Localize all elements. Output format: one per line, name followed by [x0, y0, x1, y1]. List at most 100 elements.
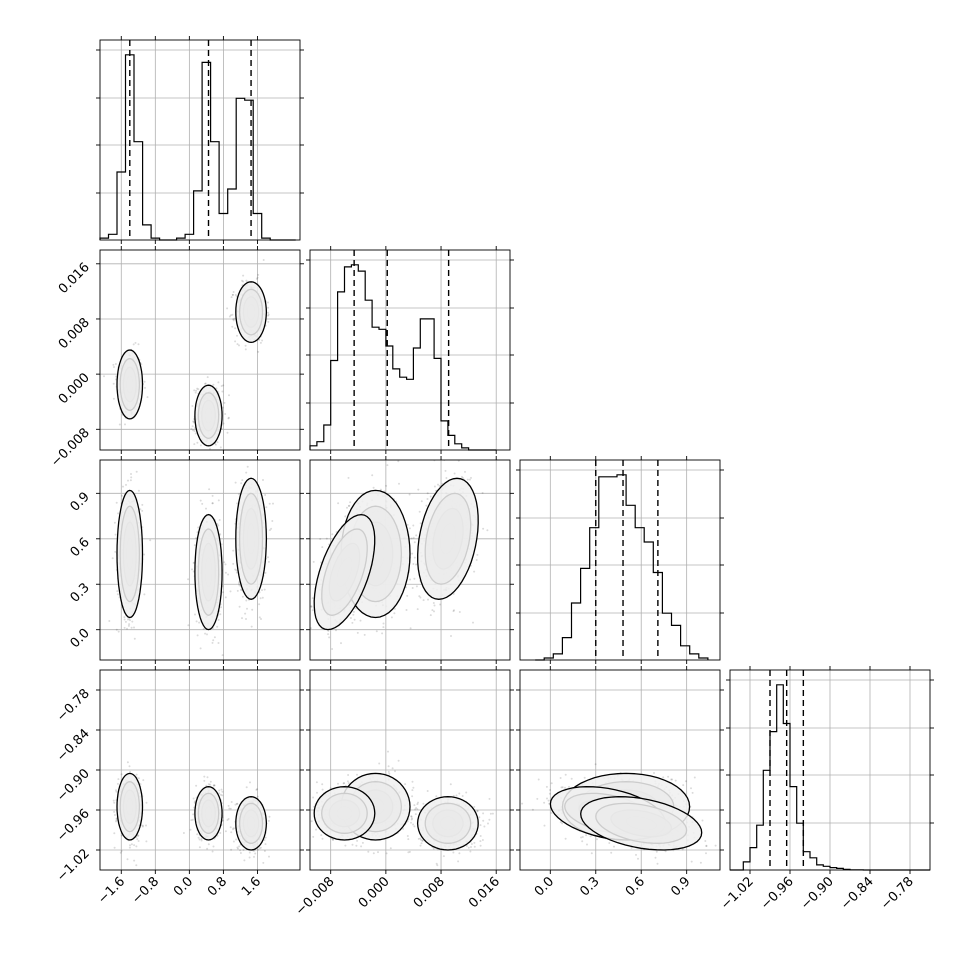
- sample-point: [142, 779, 145, 782]
- sample-point: [241, 479, 244, 482]
- sample-point: [227, 416, 230, 419]
- sample-point: [453, 472, 456, 475]
- sample-point: [385, 484, 388, 487]
- sample-point: [250, 625, 253, 628]
- sample-point: [236, 802, 239, 805]
- sample-point: [182, 832, 185, 834]
- sample-point: [117, 630, 120, 633]
- sample-point: [367, 850, 370, 853]
- sample-point: [458, 611, 461, 613]
- sample-point: [427, 598, 429, 601]
- sample-point: [258, 616, 261, 619]
- sample-point: [241, 279, 243, 282]
- sample-point: [388, 772, 391, 775]
- sample-point: [234, 481, 237, 484]
- sample-point: [211, 850, 214, 853]
- sample-point: [445, 477, 448, 479]
- sample-point: [420, 500, 423, 503]
- sample-point: [272, 502, 274, 505]
- sample-point: [257, 350, 260, 353]
- sample-point: [256, 276, 259, 279]
- sample-point: [267, 556, 269, 559]
- sample-point: [261, 589, 263, 592]
- sample-point: [224, 563, 227, 566]
- sample-point: [386, 464, 389, 467]
- sample-point: [141, 825, 144, 828]
- sample-point: [444, 469, 447, 472]
- sample-point: [209, 783, 212, 786]
- sample-point: [213, 784, 215, 787]
- sample-point: [243, 859, 246, 862]
- sample-point: [219, 533, 222, 536]
- sample-point: [222, 422, 225, 425]
- sample-point: [219, 832, 222, 834]
- sample-point: [204, 382, 207, 385]
- sample-point: [398, 482, 400, 485]
- sample-point: [219, 446, 222, 449]
- histogram-panel-p4: [726, 666, 934, 874]
- sample-point: [117, 512, 120, 515]
- sample-point: [228, 315, 231, 318]
- sample-point: [132, 343, 135, 346]
- sample-point: [238, 605, 241, 608]
- sample-point: [122, 485, 124, 488]
- sample-point: [260, 618, 262, 620]
- contour-0-3: [116, 772, 144, 841]
- sample-point: [476, 553, 479, 556]
- sample-point: [408, 850, 411, 853]
- sample-point: [412, 786, 415, 789]
- sample-point: [229, 807, 232, 810]
- sample-point: [115, 628, 118, 631]
- sample-point: [381, 632, 384, 635]
- sample-point: [261, 339, 264, 342]
- sample-point: [393, 612, 396, 615]
- sample-point: [433, 610, 435, 613]
- sample-point: [393, 607, 396, 610]
- sample-point: [231, 325, 234, 328]
- sample-point: [120, 494, 123, 497]
- sample-point: [136, 834, 139, 837]
- sample-point: [439, 603, 442, 606]
- sample-point: [262, 259, 265, 261]
- panel-content: [310, 460, 489, 650]
- sample-point: [137, 343, 140, 346]
- sample-point: [411, 552, 414, 555]
- sample-point: [475, 559, 478, 561]
- sample-point: [264, 843, 267, 846]
- sample-point: [267, 320, 270, 323]
- sample-point: [270, 527, 273, 530]
- sample-point: [187, 578, 190, 581]
- sample-point: [472, 621, 474, 624]
- sample-point: [127, 479, 129, 482]
- sample-point: [244, 348, 247, 351]
- sample-point: [112, 397, 115, 400]
- sample-point: [325, 537, 328, 540]
- axes-frame: [99, 249, 301, 451]
- sample-point: [192, 562, 195, 564]
- sample-point: [128, 617, 131, 620]
- sample-point: [255, 788, 258, 791]
- sample-point: [382, 626, 385, 629]
- sample-point: [234, 568, 237, 571]
- sample-point: [115, 375, 118, 378]
- sample-point: [126, 627, 128, 630]
- sample-point: [115, 817, 118, 820]
- sample-point: [222, 384, 225, 387]
- sample-point: [267, 314, 270, 317]
- sample-point: [224, 413, 227, 415]
- sample-point: [193, 544, 196, 547]
- sample-point: [466, 478, 469, 481]
- sample-point: [190, 819, 193, 822]
- sample-point: [201, 502, 204, 505]
- sample-point: [199, 647, 202, 650]
- sample-point: [218, 519, 221, 521]
- sample-point: [429, 614, 432, 617]
- sample-point: [139, 508, 142, 511]
- sample-point: [239, 588, 242, 591]
- sample-point: [410, 537, 413, 540]
- sample-point: [198, 621, 201, 624]
- sample-point: [115, 789, 117, 792]
- sample-point: [371, 474, 374, 477]
- sample-point: [192, 797, 195, 800]
